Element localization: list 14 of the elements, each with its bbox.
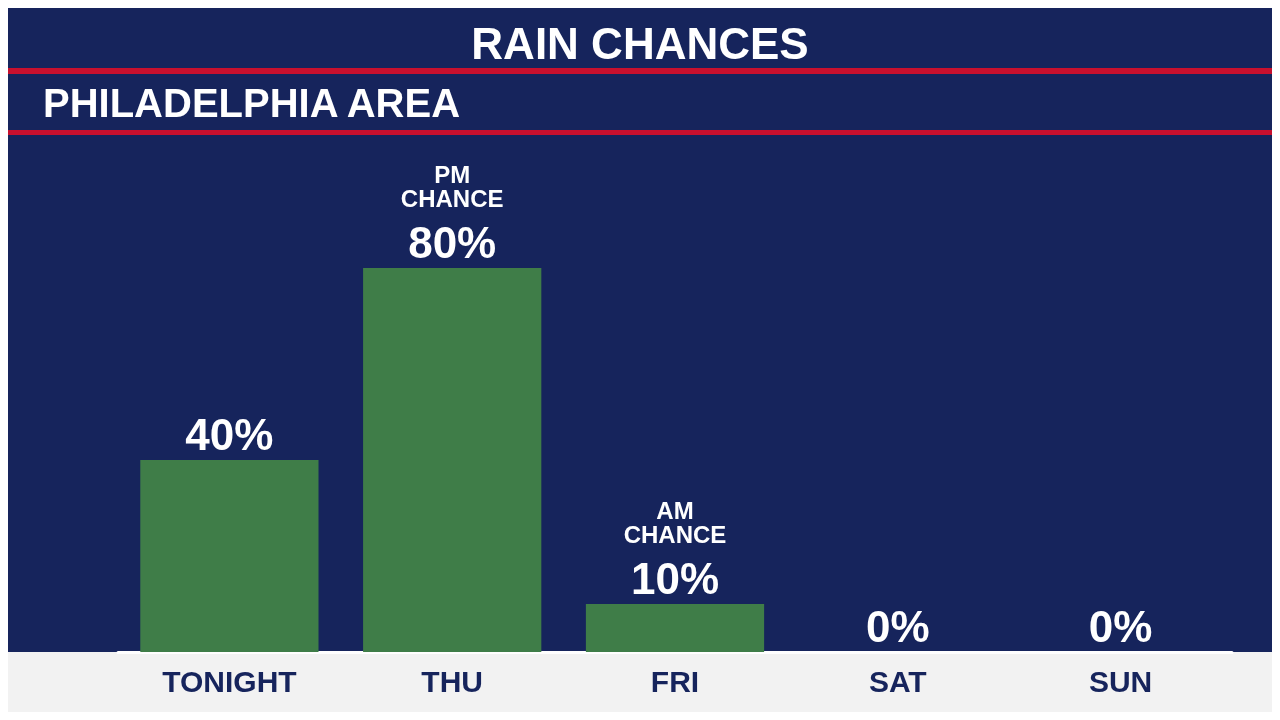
- data-label: 40%: [185, 409, 274, 459]
- data-label: 0%: [866, 601, 930, 651]
- x-tick-label: SAT: [868, 664, 927, 698]
- x-tick-label: SUN: [1088, 664, 1153, 698]
- x-tick-label: TONIGHT: [162, 664, 297, 698]
- data-label: 80%: [408, 217, 497, 267]
- x-tick-label: FRI: [650, 664, 700, 698]
- chart-title: RAIN CHANCES: [471, 18, 809, 68]
- data-label: 0%: [1088, 601, 1153, 651]
- data-label: 10%: [630, 553, 720, 603]
- annotation: PM CHANCE: [400, 160, 504, 212]
- x-tick-label: THU: [421, 664, 484, 698]
- chart-subtitle: PHILADELPHIA AREA: [43, 81, 461, 125]
- annotation: AM CHANCE: [623, 496, 727, 548]
